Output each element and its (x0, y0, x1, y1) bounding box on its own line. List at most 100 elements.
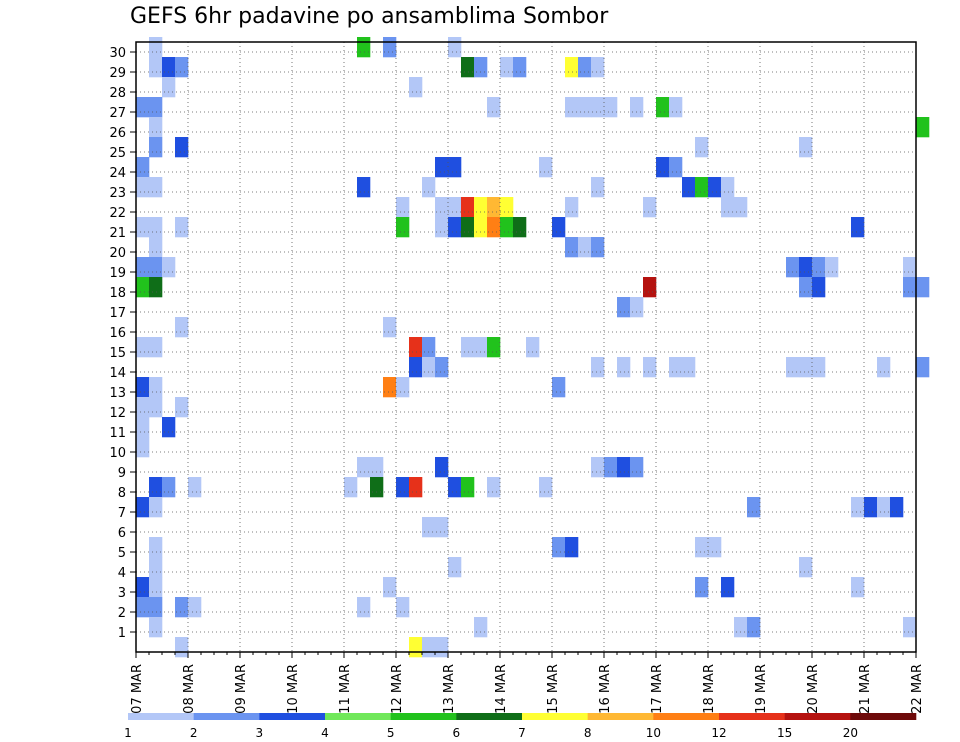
heat-cell (383, 37, 397, 58)
heat-cell (149, 337, 163, 358)
heat-cell (812, 357, 826, 378)
heat-cell (604, 457, 618, 478)
heat-cell (903, 257, 917, 278)
heat-cell (643, 197, 657, 218)
heat-cell (162, 257, 176, 278)
heat-cell (617, 457, 631, 478)
heat-cell (513, 57, 527, 78)
legend-swatch (259, 713, 326, 720)
heat-cell (903, 277, 917, 298)
heat-cell (812, 277, 826, 298)
heat-cell (487, 197, 501, 218)
heat-cell (682, 177, 696, 198)
x-tick-label: 09 MAR (234, 664, 249, 714)
y-tick-label: 27 (109, 106, 126, 121)
heat-cell (877, 497, 891, 518)
heat-cell (669, 357, 683, 378)
heat-cell (721, 177, 735, 198)
legend-swatch (719, 713, 785, 720)
heat-cell (734, 617, 748, 638)
heat-cell (747, 497, 761, 518)
y-tick-label: 15 (109, 346, 126, 361)
heat-cell (851, 217, 865, 238)
heat-cell (383, 317, 397, 338)
y-tick-label: 3 (118, 586, 126, 601)
y-tick-label: 25 (109, 146, 126, 161)
heat-cell (370, 457, 384, 478)
heat-cell (669, 157, 683, 178)
heat-cell (565, 197, 579, 218)
legend-label: 1 (124, 726, 132, 740)
heat-cell (825, 257, 839, 278)
heat-cell (409, 337, 423, 358)
heat-cell (396, 217, 410, 238)
heat-cell (396, 597, 410, 618)
heat-cell (136, 157, 150, 178)
heat-cell (357, 37, 371, 58)
y-tick-label: 11 (109, 426, 126, 441)
heat-cell (149, 397, 163, 418)
y-tick-label: 13 (109, 386, 126, 401)
x-tick-label: 18 MAR (702, 664, 717, 714)
y-tick-label: 23 (109, 186, 126, 201)
heat-cell (461, 197, 475, 218)
heat-cell (188, 477, 202, 498)
heat-cell (149, 137, 163, 158)
heat-cell (136, 377, 150, 398)
heat-cell (136, 577, 150, 598)
heat-cell (175, 57, 189, 78)
legend-label: 7 (518, 726, 526, 740)
heat-cell (487, 337, 501, 358)
heat-cell (448, 557, 462, 578)
heat-cell (149, 217, 163, 238)
legend-label: 8 (584, 726, 592, 740)
heat-cell (396, 377, 410, 398)
heat-cell (136, 97, 150, 118)
heat-cell (500, 197, 514, 218)
legend-label: 6 (453, 726, 461, 740)
heat-cell (604, 97, 618, 118)
heat-cell (565, 57, 579, 78)
heat-cell (786, 257, 800, 278)
heat-cell (435, 637, 449, 658)
heat-cell (175, 317, 189, 338)
legend-label: 2 (190, 726, 198, 740)
y-tick-label: 7 (118, 506, 126, 521)
legend-label: 10 (646, 726, 661, 740)
legend-swatch (128, 713, 194, 720)
heat-cell (708, 537, 722, 558)
heat-cell (578, 97, 592, 118)
y-tick-label: 24 (109, 166, 126, 181)
x-tick-label: 08 MAR (182, 664, 197, 714)
y-tick-label: 16 (109, 326, 126, 341)
heat-cell (435, 517, 449, 538)
legend-swatch (456, 713, 523, 720)
heat-cell (799, 137, 813, 158)
heat-cell (526, 337, 540, 358)
heat-cell (656, 97, 670, 118)
heat-cell (487, 97, 501, 118)
legend-label: 5 (387, 726, 395, 740)
y-tick-label: 17 (109, 306, 126, 321)
heat-cell (422, 337, 436, 358)
heat-cell (578, 57, 592, 78)
y-tick-label: 19 (109, 266, 126, 281)
y-tick-label: 21 (109, 226, 126, 241)
y-tick-label: 1 (118, 626, 126, 641)
heat-cell (149, 177, 163, 198)
x-tick-label: 21 MAR (858, 664, 873, 714)
legend-swatch (522, 713, 588, 720)
heat-cell (149, 617, 163, 638)
heat-cell (149, 257, 163, 278)
heat-cell (149, 37, 163, 58)
heat-cell (149, 577, 163, 598)
heat-cell (500, 217, 514, 238)
heat-cell (799, 277, 813, 298)
heat-cell (903, 617, 917, 638)
x-tick-label: 19 MAR (754, 664, 769, 714)
heat-cell (591, 357, 605, 378)
heat-cell (188, 597, 202, 618)
heat-cell (695, 137, 709, 158)
heat-cell (136, 177, 150, 198)
heat-cell (448, 37, 462, 58)
